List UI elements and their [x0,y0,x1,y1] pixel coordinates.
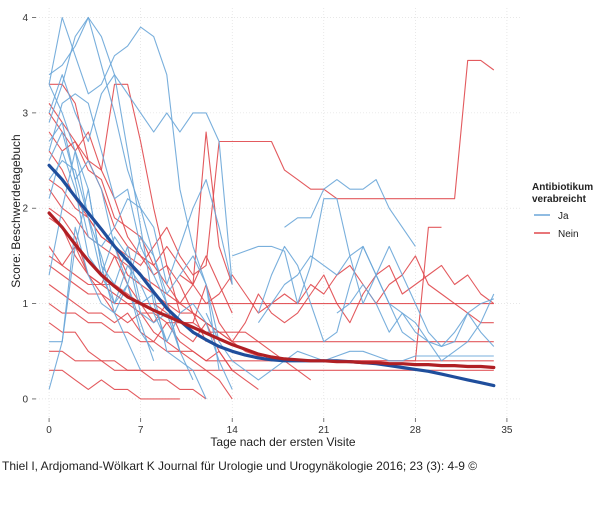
trend-line-nein [47,211,496,370]
series-ja-line-2 [48,16,181,352]
series-nein-line-3 [48,131,233,286]
series-ja-line-14 [232,198,494,348]
x-tick-label-35: 35 [501,425,513,436]
series-ja-line-11 [48,150,155,352]
x-tick-label-0: 0 [46,425,52,436]
trend-lines [47,163,496,388]
y-tick-label-4: 4 [22,13,28,24]
series-nein-line-4 [48,59,495,276]
series-nein-line-12 [49,369,180,400]
series-ja-line-3 [48,74,168,342]
series-ja-line-0 [48,16,220,371]
legend-title: Antibiotikum verabreicht [532,182,596,205]
x-tick-label-28: 28 [410,425,422,436]
legend-label-ja: Ja [558,211,569,222]
series-ja-line-17 [336,283,495,362]
x-tick-label-7: 7 [138,425,144,436]
series-ja-lines [48,16,495,400]
y-tick-label-0: 0 [22,394,28,405]
legend: Antibiotikum verabreicht Ja Nein [532,182,596,240]
series-ja-line-9 [49,226,155,361]
series-ja-line-15 [284,179,416,247]
series-ja-line-12 [48,84,207,400]
series-ja-line-1 [48,16,233,285]
series-ja-line-16 [257,245,495,348]
source-caption: Thiel I, Ardjomand-Wölkart K Journal für… [2,459,478,473]
series-ja-line-8 [48,150,181,352]
trend-line-ja [47,163,496,388]
legend-title-line-1: Antibiotikum [532,182,593,193]
x-axis-label: Tage nach der ersten Visite [210,435,356,449]
axes: 0 7 14 21 28 35 0 1 2 3 4 [22,13,512,436]
x-tick-label-14: 14 [227,425,239,436]
series-ja-line-7 [48,160,233,390]
series-nein-line-14 [48,264,495,343]
legend-label-nein: Nein [558,229,579,240]
y-tick-label-2: 2 [22,204,28,215]
series-ja-line-5 [48,121,233,286]
y-tick-label-1: 1 [22,299,28,310]
y-tick-label-3: 3 [22,108,28,119]
x-tick-label-21: 21 [318,425,330,436]
series-ja-line-18 [205,312,494,381]
legend-title-line-2: verabreicht [532,194,587,205]
y-axis-label: Score: Beschwerdetagebuch [9,134,23,287]
